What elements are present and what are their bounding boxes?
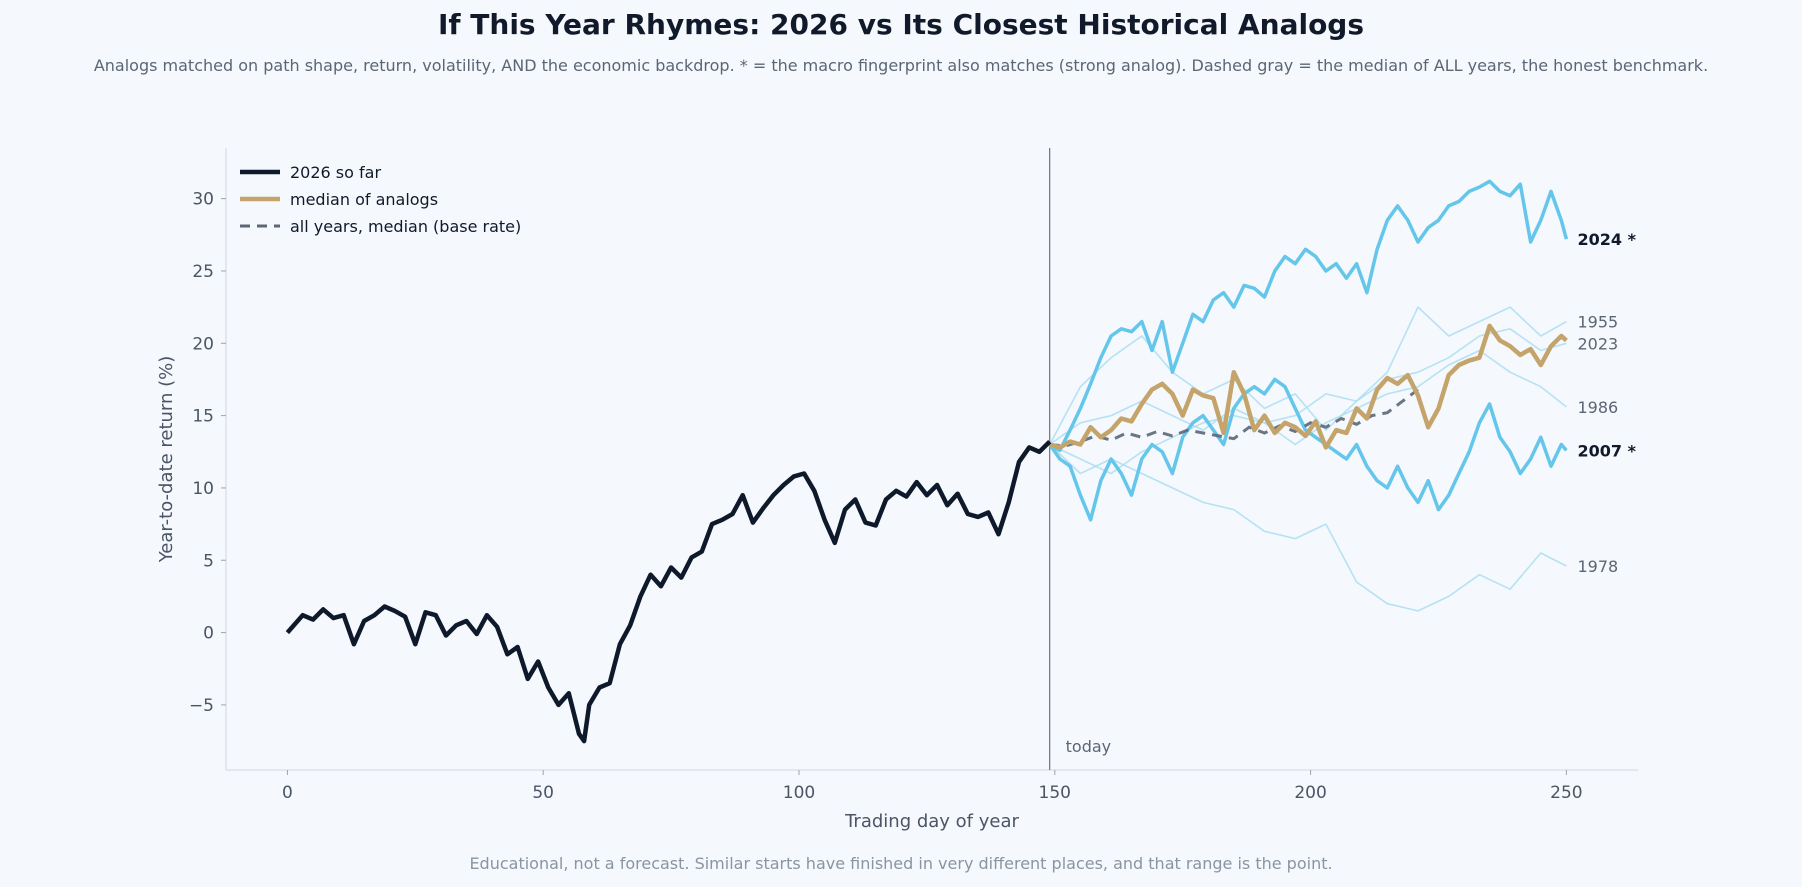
analog-line-2023 xyxy=(1048,327,1567,445)
x-tick-label: 150 xyxy=(1039,783,1071,803)
chart-subtitle: Analogs matched on path shape, return, v… xyxy=(93,56,1709,75)
median-analogs-line xyxy=(1049,323,1568,450)
analog-label-1955: 1955 xyxy=(1577,313,1618,332)
chart-footer: Educational, not a forecast. Similar sta… xyxy=(469,854,1333,873)
y-tick-label: 5 xyxy=(203,551,214,571)
axes: 0 50 100 150 200 250 −5 0 5 10 15 20 25 30 Trading day… xyxy=(156,148,1638,832)
analog-label-1986: 1986 xyxy=(1577,398,1618,417)
chart-title: If This Year Rhymes: 2026 vs Its Closest… xyxy=(437,8,1365,41)
x-tick-label: 250 xyxy=(1550,783,1582,803)
legend: 2026 so far median of analogs all years, m… xyxy=(240,163,521,236)
analog-label-2007: 2007 * xyxy=(1577,441,1636,460)
y-tick-label: 20 xyxy=(192,334,214,354)
analog-label-1978: 1978 xyxy=(1577,557,1618,576)
x-tick-label: 50 xyxy=(532,783,554,803)
y-tick-label: 10 xyxy=(192,479,214,499)
legend-label-dashed: all years, median (base rate) xyxy=(290,217,521,236)
y-tick-label: 25 xyxy=(192,262,214,282)
legend-label-median: median of analogs xyxy=(290,190,438,209)
analog-label-2023: 2023 xyxy=(1577,334,1618,353)
analog-label-2024: 2024 * xyxy=(1577,230,1636,249)
x-axis-label: Trading day of year xyxy=(844,811,1019,832)
legend-label-current: 2026 so far xyxy=(290,163,381,182)
main-series xyxy=(285,323,1568,744)
analog-line-2007 xyxy=(1048,377,1568,522)
y-tick-label: 15 xyxy=(192,407,214,427)
analog-series xyxy=(1048,179,1569,612)
y-tick-label: 0 xyxy=(203,624,214,644)
analog-line-1978 xyxy=(1049,443,1567,612)
current-year-line xyxy=(285,440,1052,744)
analog-line-1955 xyxy=(1049,306,1567,475)
y-axis-label: Year-to-date return (%) xyxy=(156,356,177,564)
base-rate-line xyxy=(1049,388,1419,448)
y-tick-label: −5 xyxy=(189,696,214,716)
series-labels: 1955 2023 1986 1978 2024 * 2007 * xyxy=(1577,230,1636,576)
x-tick-label: 100 xyxy=(783,783,815,803)
analog-line-2024 xyxy=(1048,179,1569,453)
x-tick-label: 0 xyxy=(282,783,293,803)
today-label: today xyxy=(1066,737,1112,756)
x-tick-label: 200 xyxy=(1294,783,1326,803)
y-tick-label: 30 xyxy=(192,190,214,210)
